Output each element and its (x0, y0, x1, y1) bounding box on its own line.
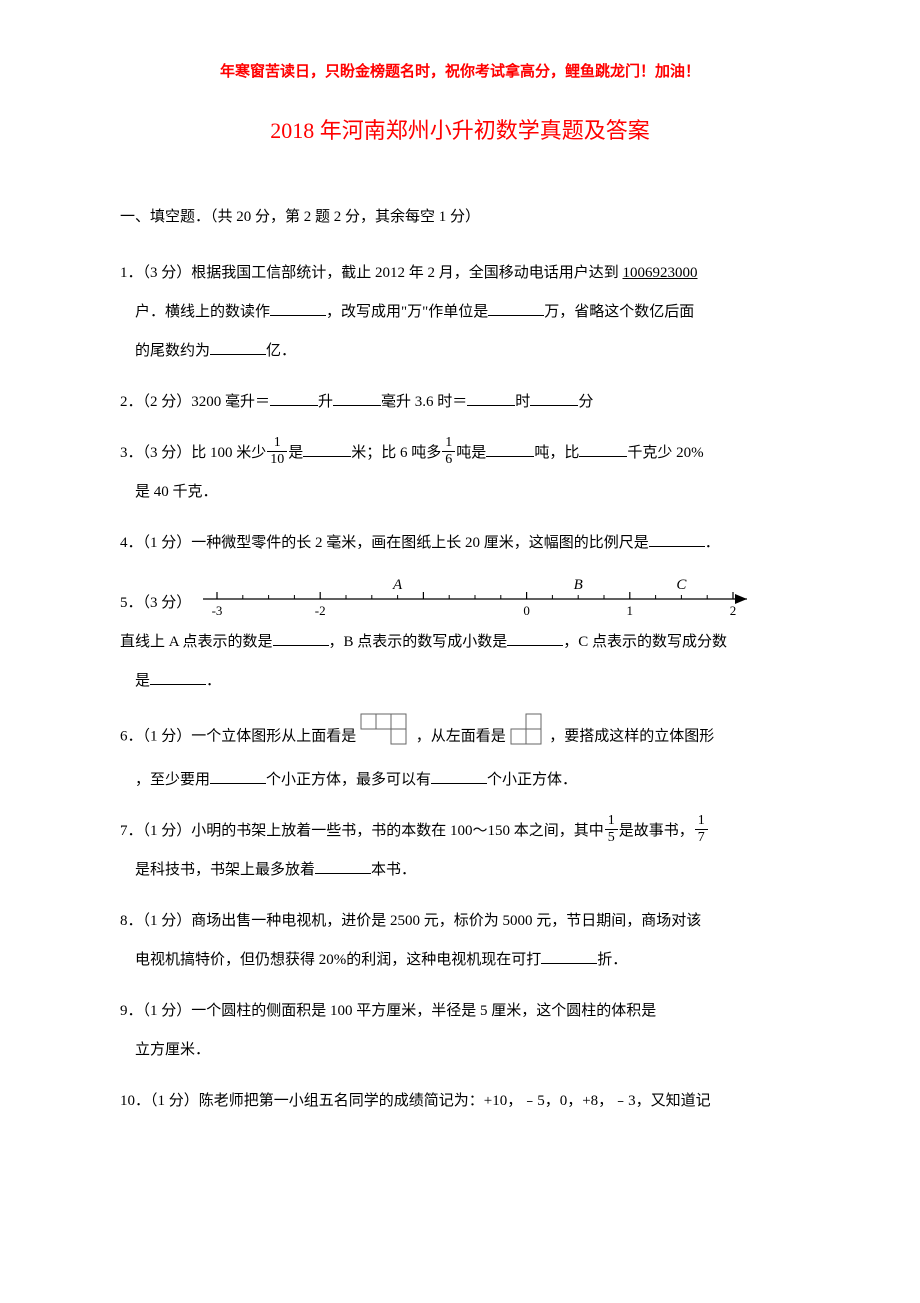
blank (273, 630, 329, 646)
question-2: 2．（2 分）3200 毫升＝ 升 毫升 3.6 时＝ 时 分 (120, 383, 800, 422)
blank (486, 441, 534, 457)
q1-text-b: 户．横线上的数读作 (135, 304, 270, 320)
q9-text-a: 9．（1 分）一个圆柱的侧面积是 100 平方厘米，半径是 5 厘米，这个圆柱的… (120, 1003, 656, 1019)
q1-text-f: 亿． (266, 343, 296, 359)
question-6: 6．（1 分）一个立体图形从上面看是 ，从左面看是 ，要搭成这 (120, 713, 800, 800)
blank (530, 390, 578, 406)
q6-text-c: ，要搭成这样的立体图形 (549, 728, 714, 744)
top-view-shape (360, 713, 412, 761)
q8-text-c: 折． (597, 952, 627, 968)
svg-text:0: 0 (524, 603, 531, 618)
svg-text:2: 2 (730, 603, 737, 618)
q10-text-a: 10．（1 分）陈老师把第一小组五名同学的成绩简记为：+10，﹣5，0，+8，﹣… (120, 1093, 711, 1109)
q5-text-d: 是 (135, 673, 150, 689)
blank (649, 531, 705, 547)
question-3: 3．（3 分）比 100 米少110是 米；比 6 吨多16吨是 吨，比 千克少 20… (120, 434, 800, 512)
q1-text-e: 的尾数约为 (135, 343, 210, 359)
question-10: 10．（1 分）陈老师把第一小组五名同学的成绩简记为：+10，﹣5，0，+8，﹣… (120, 1082, 800, 1121)
blank (467, 390, 515, 406)
blank (507, 630, 563, 646)
q6-text-a: 6．（1 分）一个立体图形从上面看是 (120, 728, 356, 744)
q1-text-d: 万，省略这个数亿后面 (544, 304, 694, 320)
q1-underlined-number: 1006923000 (623, 265, 698, 281)
q1-text-a: 1．（3 分）根据我国工信部统计，截止 2012 年 2 月，全国移动电话用户达… (120, 265, 623, 281)
blank (333, 390, 381, 406)
question-5: 5．（3 分） -3 -2 0 1 2 A B C 直线上 A 点表示的数是 ，B 点表示的数写… (120, 575, 800, 701)
fraction-1-10: 110 (267, 436, 287, 467)
doc-title: 2018 年河南郑州小升初数学真题及答案 (120, 113, 800, 145)
section-1-head: 一、填空题．（共 20 分，第 2 题 2 分，其余每空 1 分） (120, 205, 800, 226)
svg-text:-2: -2 (315, 603, 326, 618)
question-1: 1．（3 分）根据我国工信部统计，截止 2012 年 2 月，全国移动电话用户达… (120, 254, 800, 371)
left-view-shape (510, 713, 546, 761)
banner-text: 年寒窗苦读日，只盼金榜题名时，祝你考试拿高分，鲤鱼跳龙门！加油！ (120, 60, 800, 81)
blank (315, 858, 371, 874)
svg-text:A: A (392, 577, 403, 593)
q2-text-e: 分 (578, 394, 593, 410)
q3-text-g: 是 40 千克． (135, 484, 218, 500)
q7-text-d: 本书． (371, 862, 416, 878)
question-8: 8．（1 分）商场出售一种电视机，进价是 2500 元，标价为 5000 元，节… (120, 902, 800, 980)
question-7: 7．（1 分）小明的书架上放着一些书，书的本数在 100～150 本之间，其中1… (120, 812, 800, 890)
q6-text-f: 个小正方体． (487, 772, 577, 788)
q5-text-e: ． (206, 673, 221, 689)
q2-text-b: 升 (318, 394, 333, 410)
q7-text-a: 7．（1 分）小明的书架上放着一些书，书的本数在 100～150 本之间，其中 (120, 823, 604, 839)
q4-text-a: 4．（1 分）一种微型零件的长 2 毫米，画在图纸上长 20 厘米，这幅图的比例… (120, 535, 649, 551)
q2-text-a: 2．（2 分）3200 毫升＝ (120, 394, 270, 410)
svg-text:1: 1 (627, 603, 634, 618)
q6-text-d: ，至少要用 (135, 772, 210, 788)
q3-text-b: 是 (288, 445, 303, 461)
q1-text-c: ，改写成用"万"作单位是 (326, 304, 488, 320)
svg-text:C: C (677, 577, 688, 593)
q8-text-a: 8．（1 分）商场出售一种电视机，进价是 2500 元，标价为 5000 元，节… (120, 913, 701, 929)
q6-text-b: ，从左面看是 (416, 728, 506, 744)
q5-text-b: ，B 点表示的数写成小数是 (329, 634, 508, 650)
blank (270, 390, 318, 406)
page: 年寒窗苦读日，只盼金榜题名时，祝你考试拿高分，鲤鱼跳龙门！加油！ 2018 年河… (0, 0, 920, 1173)
q3-text-e: 吨，比 (534, 445, 579, 461)
blank (579, 441, 627, 457)
question-4: 4．（1 分）一种微型零件的长 2 毫米，画在图纸上长 20 厘米，这幅图的比例… (120, 524, 800, 563)
q2-text-c: 毫升 3.6 时＝ (381, 394, 467, 410)
blank (210, 339, 266, 355)
question-9: 9．（1 分）一个圆柱的侧面积是 100 平方厘米，半径是 5 厘米，这个圆柱的… (120, 992, 800, 1070)
blank (270, 300, 326, 316)
q2-text-d: 时 (515, 394, 530, 410)
fraction-1-6: 16 (442, 436, 455, 467)
blank (303, 441, 351, 457)
q5-text-a: 直线上 A 点表示的数是 (120, 634, 273, 650)
q8-text-b: 电视机搞特价，但仍想获得 20%的利润，这种电视机现在可打 (135, 952, 541, 968)
blank (210, 768, 266, 784)
q4-text-b: ． (705, 535, 720, 551)
svg-text:B: B (574, 577, 583, 593)
q7-text-b: 是故事书， (619, 823, 694, 839)
q3-text-d: 吨是 (456, 445, 486, 461)
q7-text-c: 是科技书，书架上最多放着 (135, 862, 315, 878)
svg-text:-3: -3 (212, 603, 223, 618)
fraction-1-7: 17 (695, 814, 708, 845)
number-line: -3 -2 0 1 2 A B C (197, 575, 757, 623)
blank (541, 948, 597, 964)
q3-text-c: 米；比 6 吨多 (351, 445, 441, 461)
q5-text-c: ，C 点表示的数写成分数 (563, 634, 727, 650)
q9-text-b: 立方厘米． (135, 1042, 210, 1058)
q3-text-f: 千克少 20% (627, 445, 703, 461)
q6-text-e: 个小正方体，最多可以有 (266, 772, 431, 788)
fraction-1-5: 15 (605, 814, 618, 845)
q3-text-a: 3．（3 分）比 100 米少 (120, 445, 266, 461)
blank (150, 669, 206, 685)
blank (431, 768, 487, 784)
q5-label: 5．（3 分） (120, 584, 191, 623)
blank (488, 300, 544, 316)
